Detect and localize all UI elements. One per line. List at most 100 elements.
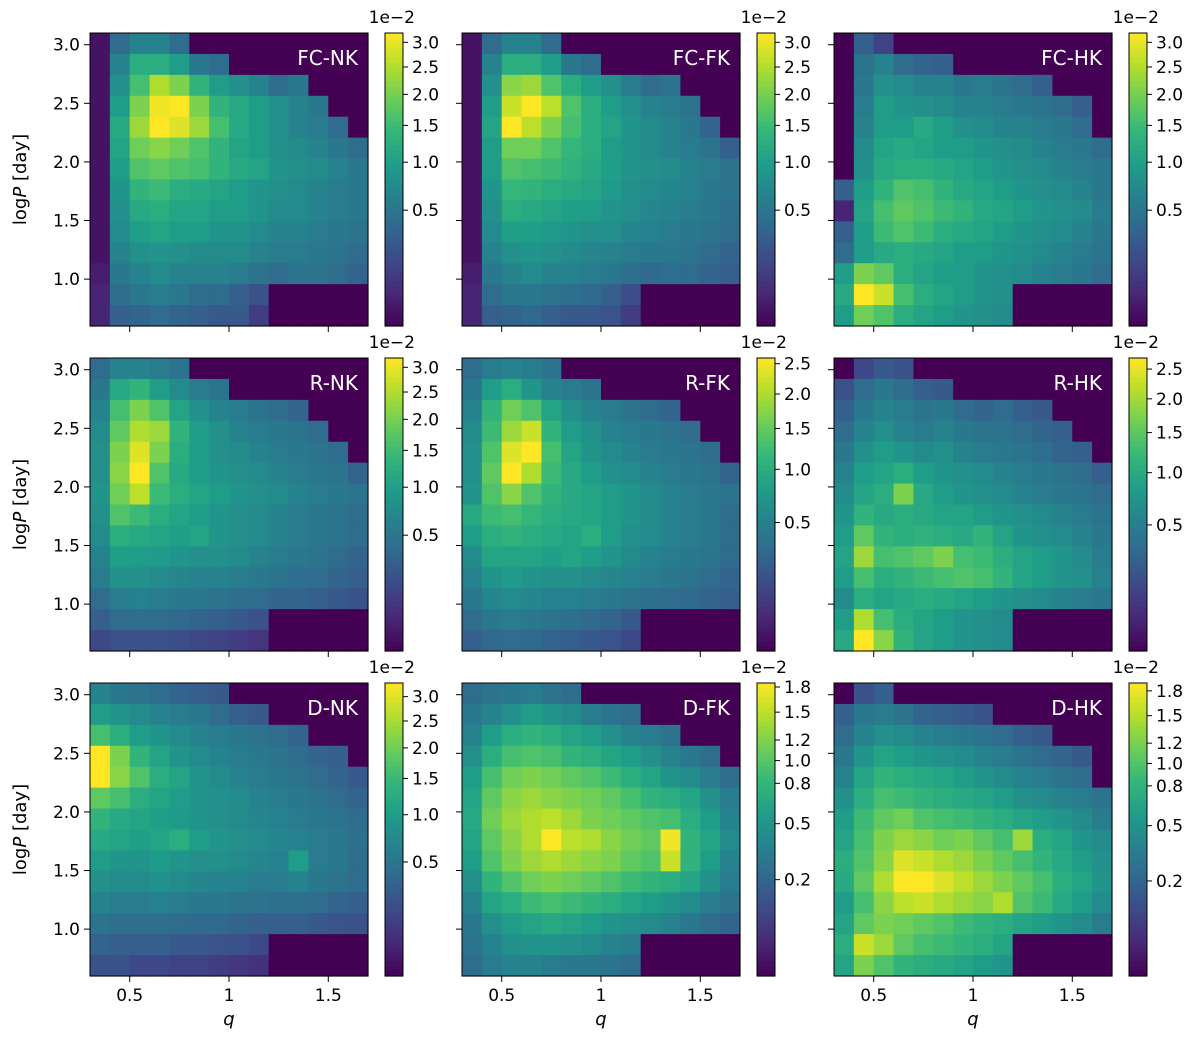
heatmap-cell bbox=[481, 724, 503, 747]
heatmap-cell bbox=[953, 284, 974, 306]
heatmap-cell bbox=[933, 850, 954, 872]
colorbar: 0.20.50.81.01.21.51.81e−2 bbox=[1113, 658, 1183, 977]
colorbar-segment bbox=[1129, 441, 1147, 447]
heatmap-cell bbox=[1092, 934, 1113, 956]
heatmap-cell bbox=[680, 892, 701, 914]
heatmap-cell bbox=[268, 871, 290, 893]
heatmap-cell bbox=[1052, 200, 1073, 222]
heatmap-cell bbox=[853, 703, 875, 726]
colorbar-segment bbox=[385, 805, 403, 811]
heatmap-cell bbox=[308, 137, 329, 160]
heatmap-cell bbox=[873, 703, 895, 726]
colorbar-segment bbox=[757, 572, 775, 579]
heatmap-cell bbox=[129, 95, 151, 118]
colorbar-segment bbox=[385, 277, 403, 283]
colorbar-segment bbox=[385, 844, 403, 850]
heatmap-cell bbox=[933, 116, 954, 139]
heatmap-cell bbox=[149, 137, 171, 160]
colorbar-segment bbox=[757, 597, 775, 603]
colorbar-tick-label: 2.5 bbox=[784, 58, 811, 78]
heatmap-cell bbox=[90, 483, 111, 506]
colorbar-segment bbox=[757, 524, 775, 530]
colorbar-segment bbox=[1129, 707, 1147, 713]
heatmap-cell bbox=[248, 137, 270, 160]
colorbar-tick-label: 1.2 bbox=[1156, 734, 1183, 754]
colorbar-segment bbox=[385, 52, 403, 59]
heatmap-cell bbox=[1052, 850, 1073, 872]
heatmap-cell bbox=[521, 420, 543, 443]
colorbar-segment bbox=[385, 155, 403, 161]
heatmap-cell bbox=[680, 242, 701, 264]
heatmap-cell bbox=[209, 787, 230, 810]
colorbar-segment bbox=[385, 306, 403, 312]
colorbar-frame bbox=[1128, 357, 1148, 652]
heatmap-cell bbox=[933, 158, 954, 181]
heatmap-cell bbox=[893, 95, 915, 118]
heatmap-cell bbox=[933, 787, 954, 810]
heatmap-cell bbox=[328, 200, 349, 222]
heatmap-cell bbox=[248, 683, 270, 705]
heatmap-cell bbox=[660, 892, 682, 914]
heatmap-cell bbox=[348, 179, 369, 202]
heatmap-cell bbox=[660, 766, 682, 789]
heatmap-cell bbox=[933, 200, 954, 222]
heatmap-cell bbox=[581, 504, 602, 527]
heatmap-cell bbox=[1092, 53, 1113, 76]
heatmap-cell bbox=[90, 116, 111, 139]
heatmap-cell bbox=[462, 74, 483, 97]
heatmap-cell bbox=[1012, 955, 1034, 977]
heatmap-cell bbox=[308, 378, 329, 401]
heatmap-cell bbox=[1012, 588, 1034, 610]
heatmap-cell bbox=[308, 808, 329, 831]
heatmap-cell bbox=[873, 871, 895, 893]
y-tick-label: 3.0 bbox=[53, 36, 80, 56]
heatmap-cell bbox=[720, 703, 741, 726]
heatmap-cell bbox=[229, 53, 250, 76]
heatmap-cell bbox=[1032, 33, 1054, 55]
heatmap-cell bbox=[853, 441, 875, 464]
heatmap-cell bbox=[1052, 483, 1073, 506]
colorbar-segment bbox=[1129, 888, 1147, 894]
heatmap-cell bbox=[700, 242, 721, 264]
heatmap-cell bbox=[1052, 74, 1073, 97]
heatmap-cell bbox=[640, 766, 662, 789]
heatmap-cell bbox=[700, 358, 721, 380]
colorbar-segment bbox=[757, 184, 775, 190]
colorbar-segment bbox=[757, 47, 775, 54]
heatmap-cell bbox=[268, 766, 290, 789]
heatmap-cell bbox=[992, 158, 1014, 181]
heatmap-cell bbox=[209, 630, 230, 652]
colorbar-tick-label: 2.5 bbox=[412, 383, 439, 403]
heatmap-cell bbox=[169, 787, 190, 810]
colorbar-segment bbox=[757, 223, 775, 229]
heatmap-cell bbox=[521, 95, 543, 118]
heatmap-cell bbox=[561, 284, 582, 306]
heatmap-cell bbox=[561, 745, 582, 768]
colorbar-segment bbox=[757, 726, 775, 733]
colorbar-segment bbox=[1129, 751, 1147, 757]
colorbar-segment bbox=[757, 780, 775, 787]
colorbar-segment bbox=[757, 228, 775, 234]
heatmap-cell bbox=[720, 683, 741, 705]
heatmap-cell bbox=[1092, 179, 1113, 202]
x-tick-label: 1 bbox=[596, 986, 607, 1006]
heatmap-cell bbox=[933, 358, 954, 380]
heatmap-cell bbox=[893, 158, 915, 181]
heatmap-cell bbox=[834, 242, 855, 264]
heatmap-cell bbox=[933, 745, 954, 768]
heatmap-cell bbox=[328, 242, 349, 264]
heatmap-cell bbox=[700, 53, 721, 76]
heatmap-cell bbox=[109, 913, 131, 935]
colorbar-segment bbox=[1129, 641, 1147, 647]
colorbar-multiplier: 1e−2 bbox=[1113, 658, 1159, 678]
heatmap-cell bbox=[873, 525, 895, 547]
heatmap-cell bbox=[169, 567, 190, 589]
colorbar-segment bbox=[385, 159, 403, 166]
heatmap-cell bbox=[660, 158, 682, 181]
heatmap-cell bbox=[680, 200, 701, 222]
heatmap-cell bbox=[209, 179, 230, 202]
heatmap-cell bbox=[581, 74, 602, 97]
heatmap-cell bbox=[541, 808, 562, 831]
heatmap-cell bbox=[893, 829, 915, 852]
colorbar-segment bbox=[1129, 52, 1147, 59]
